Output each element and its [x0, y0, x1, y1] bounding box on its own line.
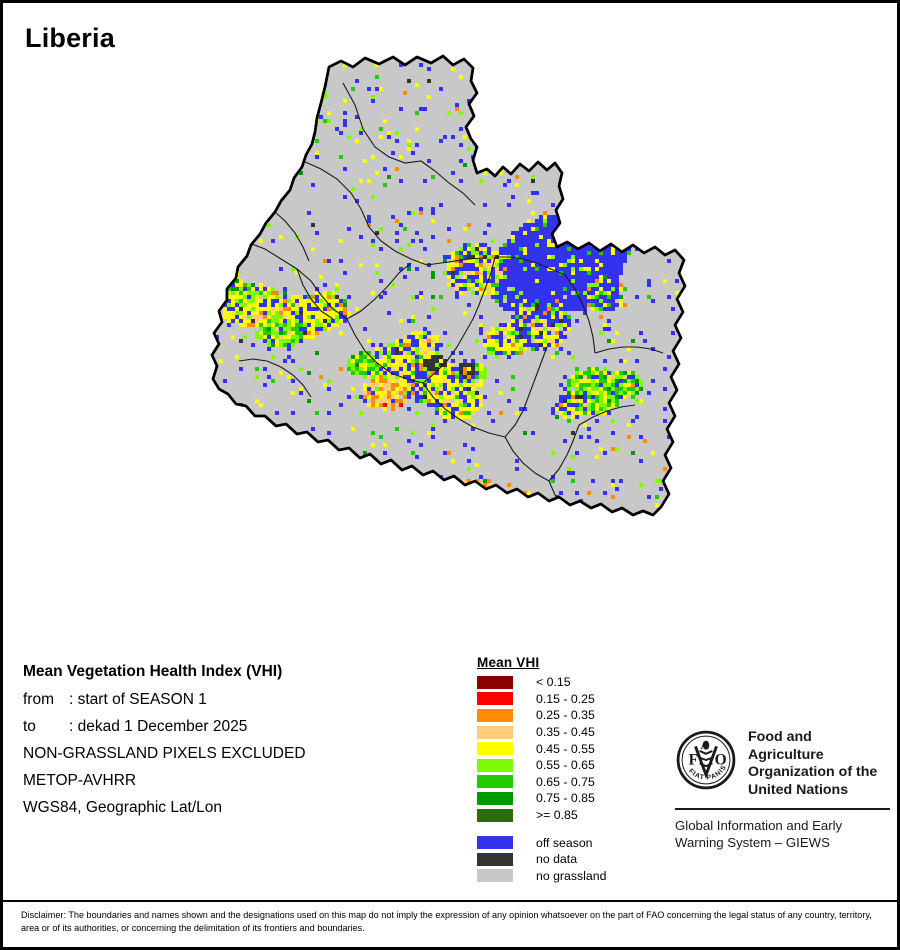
info-exclusion: NON-GRASSLAND PIXELS EXCLUDED [23, 745, 306, 762]
info-from-value: : start of SEASON 1 [69, 691, 207, 708]
disclaimer-divider [3, 900, 897, 902]
admin-boundary-line [504, 346, 548, 438]
legend-swatch [477, 791, 513, 805]
legend-label: 0.25 - 0.35 [536, 708, 595, 723]
legend-label: off season [536, 835, 593, 850]
legend-swatch [477, 869, 513, 883]
info-from-key: from [23, 691, 54, 708]
fao-org-line1: Food and Agriculture [748, 729, 824, 763]
info-projection: WGS84, Geographic Lat/Lon [23, 799, 223, 816]
legend-swatch [477, 758, 513, 772]
info-from-row: from : start of SEASON 1 [23, 686, 453, 713]
admin-boundary-line [238, 358, 312, 398]
fao-branding: F O A FIAT PANIS Food and Agriculture Or… [675, 729, 890, 851]
legend-label: no data [536, 852, 578, 867]
map-layers [210, 54, 687, 517]
giews-name: Global Information and Early Warning Sys… [675, 817, 890, 851]
legend-label: 0.65 - 0.75 [536, 774, 595, 789]
giews-line2: Warning System – GIEWS [675, 835, 830, 850]
legend-swatch [477, 852, 513, 866]
legend-row: 0.35 - 0.45 [475, 724, 665, 741]
admin-boundary-line [302, 160, 428, 266]
info-heading: Mean Vegetation Health Index (VHI) [23, 663, 283, 680]
fao-emblem-icon: F O A FIAT PANIS [676, 730, 736, 790]
admin-boundary-line [594, 346, 664, 354]
liberia-map-svg[interactable] [3, 43, 900, 643]
admin-boundary-line [504, 436, 550, 482]
page-title: Liberia [25, 23, 115, 53]
legend-row: 0.55 - 0.65 [475, 757, 665, 774]
fao-org-line2: Organization of the [748, 764, 878, 780]
map-canvas[interactable] [3, 43, 900, 643]
legend: Mean VHI < 0.15 0.15 - 0.25 0.25 - 0.35 0.3… [475, 655, 665, 884]
legend-swatch [477, 675, 513, 689]
legend-row: >= 0.85 [475, 807, 665, 824]
legend-row: off season [475, 834, 665, 851]
legend-label: 0.45 - 0.55 [536, 741, 595, 756]
legend-row: 0.75 - 0.85 [475, 790, 665, 807]
legend-row: 0.45 - 0.55 [475, 740, 665, 757]
fao-divider [675, 808, 890, 810]
legend-row: no grassland [475, 868, 665, 885]
admin-boundary-line [495, 256, 566, 276]
legend-label: no grassland [536, 868, 607, 883]
info-sensor: METOP-AVHRR [23, 772, 137, 789]
info-to-value: : dekad 1 December 2025 [69, 718, 248, 735]
admin-boundary-line [564, 274, 596, 354]
legend-row: 0.25 - 0.35 [475, 707, 665, 724]
admin-boundary-line [426, 257, 484, 266]
info-to-row: to : dekad 1 December 2025 [23, 713, 453, 740]
country-outline [210, 54, 687, 517]
legend-label: 0.75 - 0.85 [536, 791, 595, 806]
legend-label: 0.15 - 0.25 [536, 691, 595, 706]
admin-boundary-line [578, 404, 636, 426]
fao-logo-row: F O A FIAT PANIS Food and Agriculture Or… [675, 729, 890, 799]
admin-boundary-line [342, 82, 476, 206]
legend-row: 0.15 - 0.25 [475, 691, 665, 708]
info-to-key: to [23, 718, 36, 735]
legend-swatch [477, 692, 513, 706]
legend-special-list: off season no data no grassland [475, 834, 665, 884]
admin-boundary-line [422, 256, 496, 384]
legend-swatch [477, 725, 513, 739]
fao-org-line3: United Nations [748, 781, 849, 798]
legend-swatch [477, 775, 513, 789]
legend-swatch [477, 808, 513, 822]
fao-logo: F O A FIAT PANIS [675, 729, 737, 796]
legend-row: 0.65 - 0.75 [475, 774, 665, 791]
legend-label: < 0.15 [536, 675, 571, 690]
info-block: Mean Vegetation Health Index (VHI) from:… [23, 658, 453, 821]
admin-boundary-line [346, 262, 412, 320]
admin-boundary-line [548, 424, 580, 482]
disclaimer-text: Disclaimer: The boundaries and names sho… [21, 910, 872, 934]
legend-class-list: < 0.15 0.15 - 0.25 0.25 - 0.35 0.35 - 0.45 0… [475, 674, 665, 823]
legend-label: >= 0.85 [536, 808, 578, 823]
legend-swatch [477, 708, 513, 722]
fao-org-name: Food and Agriculture Organization of the… [748, 729, 890, 799]
admin-boundary-line [296, 268, 334, 320]
legend-label: 0.35 - 0.45 [536, 725, 595, 740]
admin-boundary-line [248, 242, 348, 320]
admin-boundary-line [346, 318, 424, 384]
giews-line1: Global Information and Early [675, 818, 843, 833]
legend-swatch [477, 836, 513, 850]
legend-spacer [475, 823, 665, 834]
legend-row: < 0.15 [475, 674, 665, 691]
admin-boundaries [238, 82, 664, 506]
legend-row: no data [475, 851, 665, 868]
admin-boundary-line [274, 211, 310, 262]
admin-boundary-line [422, 382, 506, 438]
legend-title: Mean VHI [477, 655, 540, 670]
legend-label: 0.55 - 0.65 [536, 758, 595, 773]
legend-swatch [477, 742, 513, 756]
